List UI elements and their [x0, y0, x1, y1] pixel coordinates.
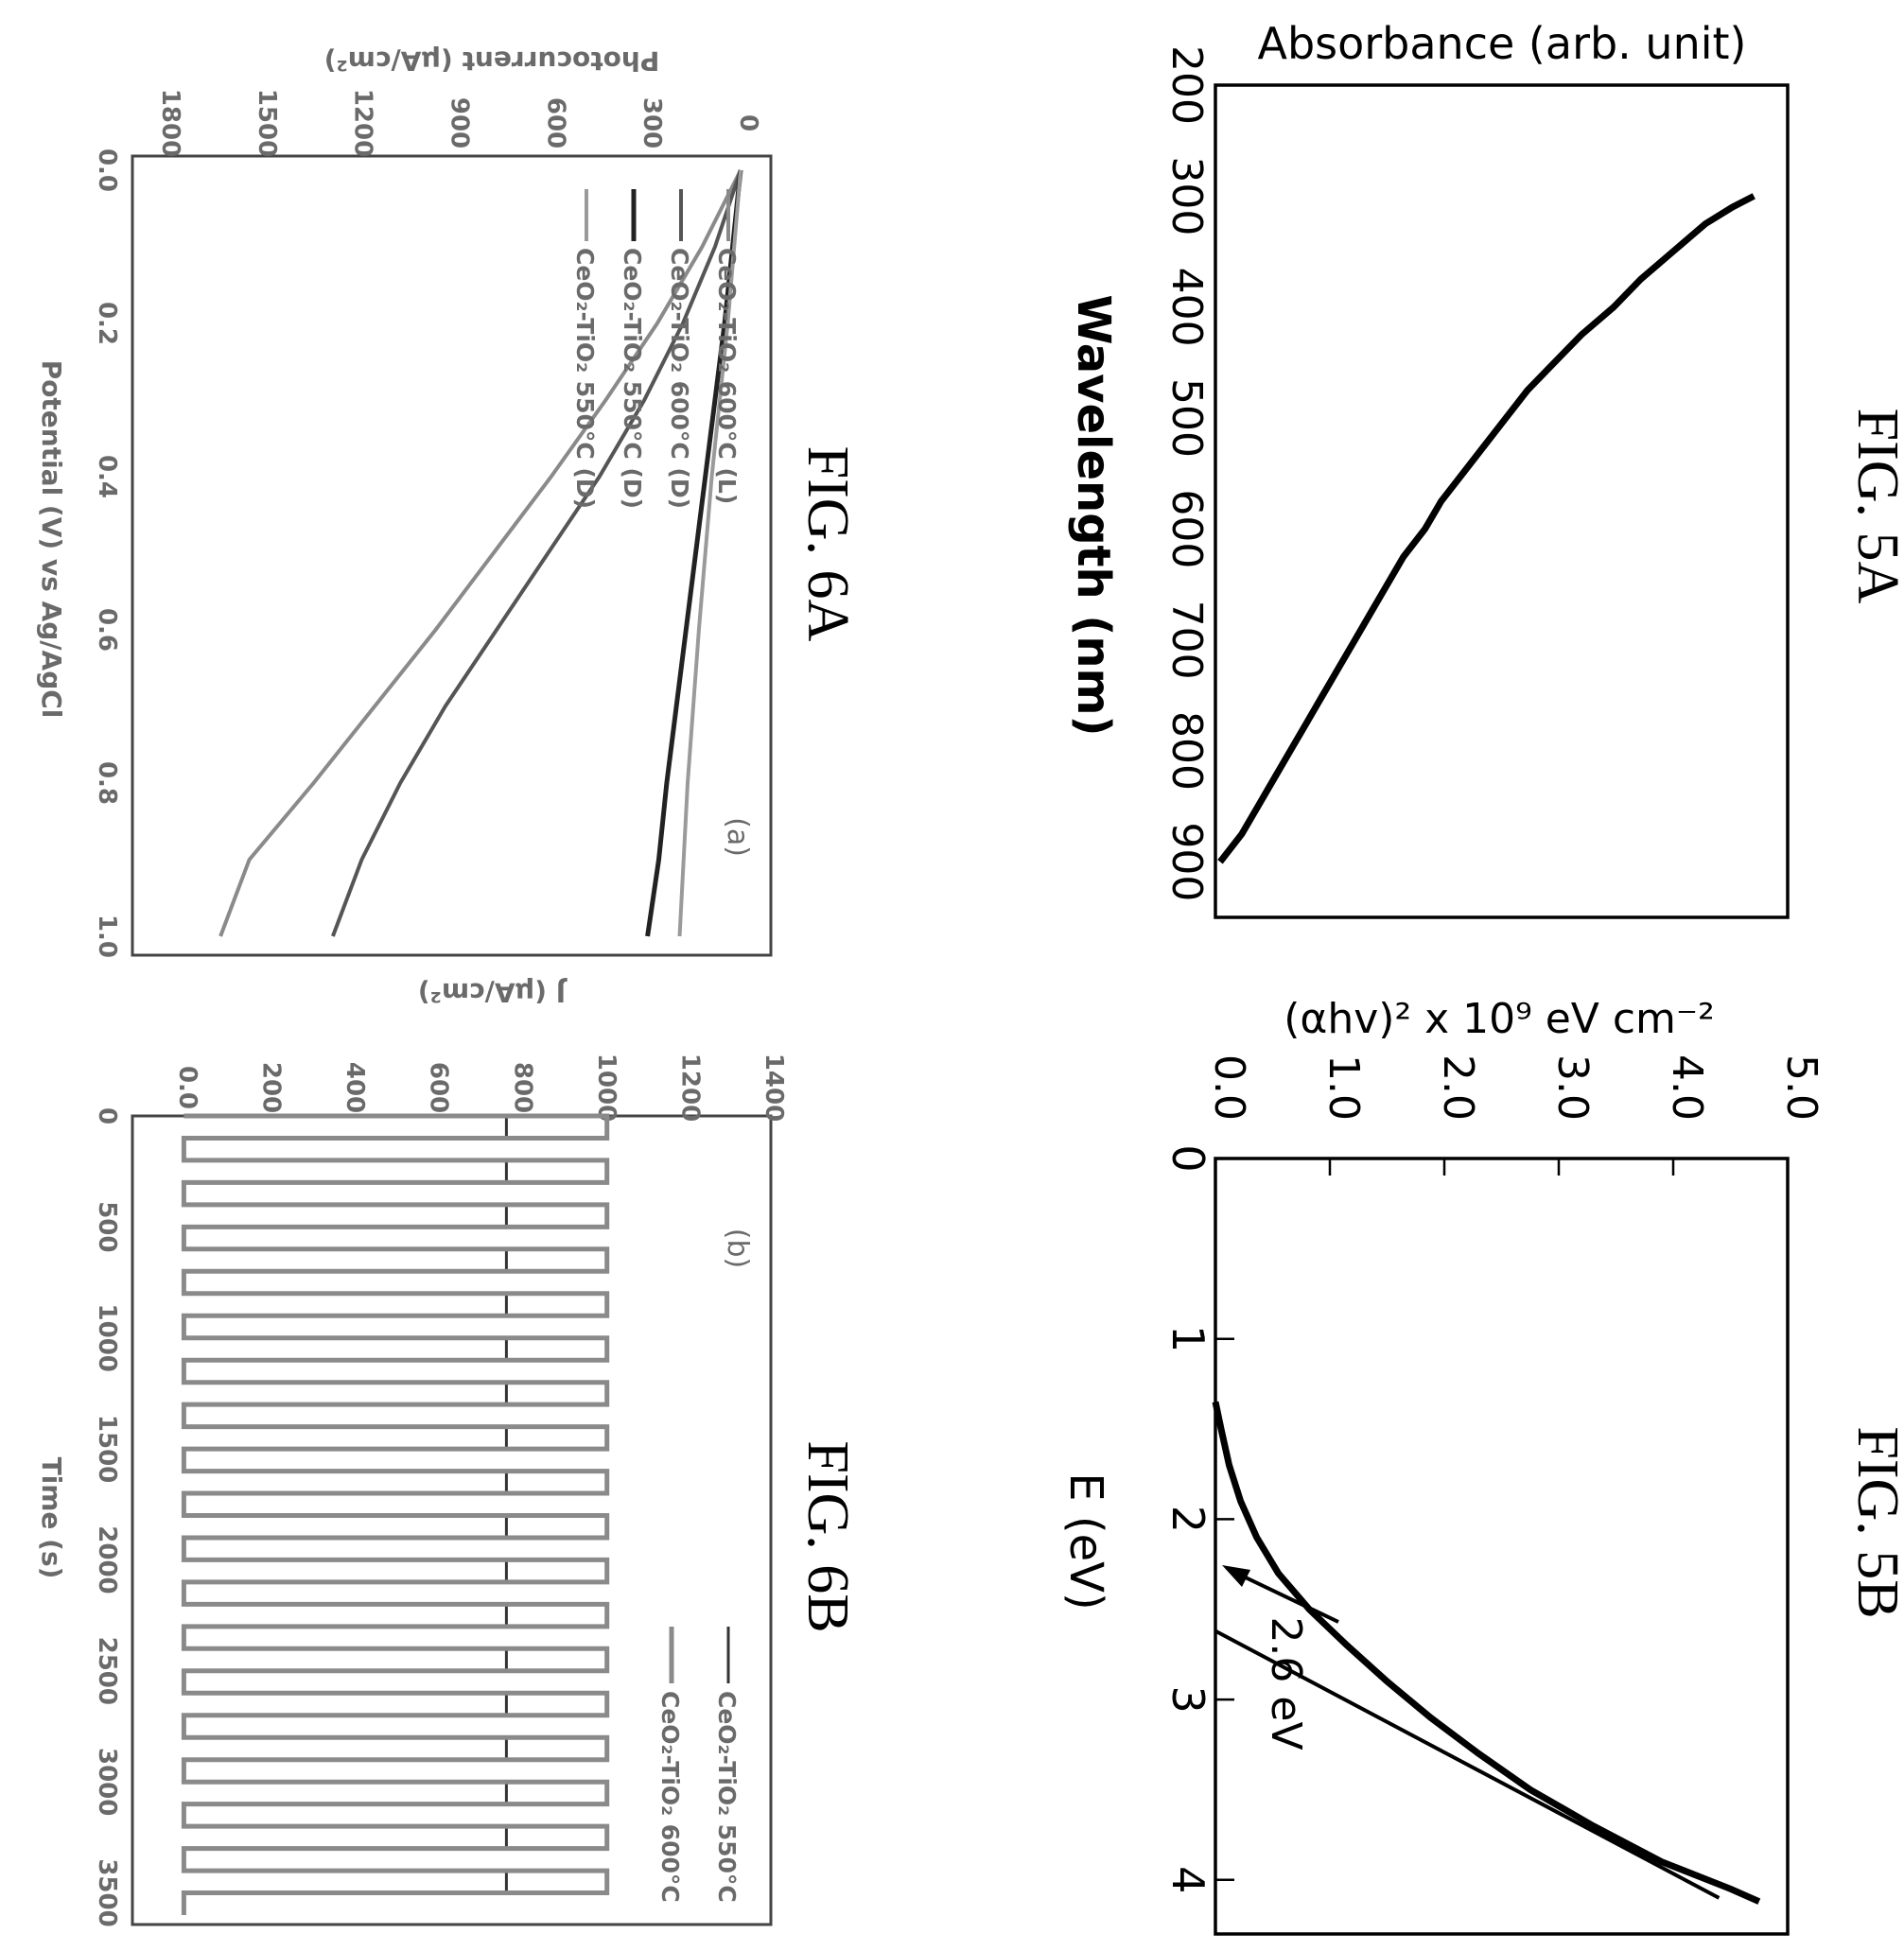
fig-5a-plot-frame — [1214, 83, 1790, 919]
fig-6b-caption: FIG. 6B — [795, 1440, 860, 1632]
fig-5a-absorbance-curve — [1217, 193, 1756, 864]
fig-6a-series-lines — [218, 169, 743, 937]
fig-5b-y-tick-label: 5.0 — [1777, 1054, 1825, 1121]
fig-5b-y-tick-label: 2.0 — [1434, 1054, 1482, 1121]
fig-5a-x-tick-label: 400 — [1162, 268, 1211, 347]
fig-6a-panel-label: (a) — [721, 817, 754, 857]
fig-6b-legend-label: CeO₂-TiO₂ 550°C — [713, 1691, 741, 1903]
fig-6b-y-tick-label: 1400 — [760, 1054, 788, 1122]
fig-5a-caption: FIG. 5A — [1845, 409, 1904, 604]
fig-6a-y-tick-label: 1500 — [253, 89, 281, 157]
fig-5b-x-tick-label: 2 — [1162, 1506, 1214, 1533]
fig-6b-ticks: 0 500 1000 1500 2000 2500 3000 3500 0.0 200 400 600… — [93, 1054, 788, 1927]
fig-5b-x-tick-label: 0 — [1162, 1144, 1214, 1172]
fig-5a-x-tick-label: 800 — [1162, 711, 1211, 791]
fig-6a-series-line — [677, 169, 742, 937]
fig-6a-x-tick-label: 0.6 — [93, 608, 121, 652]
fig-5b-y-tick-label: 1.0 — [1319, 1054, 1368, 1121]
fig-5a-x-tick-label: 700 — [1162, 601, 1211, 680]
fig-6a-legend-label: CeO₂-TiO₂ 600°C (D) — [666, 248, 693, 509]
fig-5b-x-tick-label: 1 — [1162, 1325, 1214, 1352]
fig-6a-xlabel: Potential (V) vs Ag/AgCl — [36, 360, 67, 719]
fig-6b-y-tick-label: 0.0 — [173, 1066, 201, 1109]
fig-6a-ylabel: Photocurrent (μA/cm²) — [324, 45, 660, 77]
fig-6a-x-tick-label: 1.0 — [93, 915, 121, 958]
fig-6b-ylabel: J (μA/cm²) — [418, 977, 568, 1008]
fig-6a-legend-label: CeO₂-TiO₂ 600°C (L) — [713, 248, 741, 504]
fig-5b-y-tick-label: 4.0 — [1663, 1054, 1711, 1121]
fig-6b-y-tick-label: 800 — [508, 1062, 536, 1113]
fig-5b-ylabel: (αhv)² x 10⁹ eV cm⁻² — [1284, 995, 1715, 1043]
fig-6a-plot-frame — [131, 154, 773, 957]
fig-6a-ticks: 0.0 0.2 0.4 0.6 0.8 1.0 0 300 600 900 1200 1500 1800 — [93, 89, 762, 958]
fig-6b-y-tick-label: 1200 — [675, 1054, 704, 1122]
fig-5b-y-tick-label: 3.0 — [1548, 1054, 1597, 1121]
fig-6b-x-tick-label: 2500 — [93, 1637, 121, 1705]
fig-5a-x-tick-label: 300 — [1162, 156, 1211, 235]
fig-5b-caption: FIG. 5B — [1845, 1426, 1904, 1618]
fig-6a-chart: FIG. 6A Photocurrent (μA/cm²) Potential … — [36, 45, 860, 958]
fig-5a-xlabel: Wavelength (nm) — [1067, 295, 1120, 737]
fig-6a-legend: CeO₂-TiO₂ 600°C (L) CeO₂-TiO₂ 600°C (D) Ce… — [571, 189, 741, 509]
fig-5a-x-tick-label: 600 — [1162, 489, 1211, 568]
fig-5a-x-ticks: 200 300 400 500 600 700 800 900 — [1162, 45, 1211, 901]
fig-6b-y-tick-label: 600 — [425, 1062, 453, 1113]
fig-5b-chart: FIG. 5B (αhv)² x 10⁹ eV cm⁻² E (eV) 0 1 2 3… — [1059, 995, 1904, 1936]
fig-6a-caption: FIG. 6A — [795, 446, 860, 642]
fig-6b-y-tick-label: 400 — [341, 1062, 369, 1113]
fig-5b-annotation: 2.6 eV — [1262, 1616, 1310, 1750]
fig-6b-x-tick-label: 500 — [93, 1201, 121, 1252]
fig-6b-series-lines — [181, 1113, 610, 1915]
fig-5a-ylabel: Absorbance (arb. unit) — [1257, 18, 1746, 69]
fig-6b-legend: CeO₂-TiO₂ 550°C CeO₂-TiO₂ 600°C — [656, 1627, 741, 1903]
fig-6b-x-tick-label: 1000 — [93, 1304, 121, 1372]
fig-6b-series-line — [181, 1113, 610, 1915]
fig-5a-x-tick-label: 900 — [1162, 822, 1211, 901]
fig-6a-y-tick-label: 1200 — [349, 89, 377, 157]
fig-6a-x-tick-label: 0.2 — [93, 302, 121, 345]
fig-6b-y-tick-label: 200 — [257, 1062, 286, 1113]
fig-5b-y-tick-label: 0.0 — [1205, 1054, 1253, 1121]
fig-5b-annotation-arrow — [1229, 1568, 1339, 1624]
fig-5a-x-tick-label: 200 — [1162, 45, 1211, 125]
fig-6b-legend-label: CeO₂-TiO₂ 600°C — [656, 1691, 684, 1903]
fig-6b-x-tick-label: 3500 — [93, 1858, 121, 1926]
fig-5b-arrow-head — [1222, 1565, 1250, 1587]
fig-6a-legend-label: CeO₂-TiO₂ 550°C (D) — [619, 248, 646, 509]
fig-6a-series-line — [218, 169, 742, 937]
fig-5b-ticks: 0 1 2 3 4 0.0 1.0 2.0 3.0 4.0 5.0 — [1162, 1054, 1825, 1893]
fig-6b-x-tick-label: 0 — [93, 1107, 121, 1124]
fig-6a-y-tick-label: 300 — [638, 97, 666, 148]
fig-5b-plot-frame — [1214, 1157, 1790, 1936]
fig-6a-x-tick-label: 0.8 — [93, 761, 121, 805]
fig-5a-x-tick-label: 500 — [1162, 378, 1211, 458]
fig-5b-x-tick-label: 4 — [1162, 1866, 1214, 1893]
fig-6a-x-tick-label: 0.4 — [93, 455, 121, 498]
fig-6a-series-line — [331, 169, 742, 937]
fig-5b-x-tick-label: 3 — [1162, 1685, 1214, 1713]
fig-6a-y-tick-label: 900 — [445, 97, 474, 148]
fig-6a-y-tick-label: 0 — [734, 114, 762, 131]
fig-6a-x-tick-label: 0.0 — [93, 148, 121, 192]
fig-6a-y-tick-label: 1800 — [156, 89, 184, 157]
fig-5a-chart: FIG. 5A Absorbance (arb. unit) Wavelengt… — [1067, 18, 1904, 919]
fig-6b-x-tick-label: 2000 — [93, 1525, 121, 1594]
fig-6b-x-tick-label: 1500 — [93, 1415, 121, 1483]
fig-6a-series-line — [645, 169, 743, 937]
fig-6b-panel-label: (b) — [721, 1228, 754, 1268]
fig-6a-legend-label: CeO₂-TiO₂ 550°C (D) — [571, 248, 599, 509]
fig-6b-y-tick-label: 1000 — [592, 1054, 620, 1122]
fig-5b-linear-fit — [1214, 1629, 1721, 1900]
fig-6b-chart: FIG. 6B J (μA/cm²) Time (s) (b) 0 500 1000… — [36, 977, 860, 1927]
fig-6b-x-tick-label: 3000 — [93, 1748, 121, 1816]
fig-6a-y-tick-label: 600 — [541, 97, 569, 148]
fig-5b-tauc-curve — [1212, 1401, 1761, 1905]
fig-5b-xlabel: E (eV) — [1059, 1472, 1112, 1610]
fig-6b-xlabel: Time (s) — [36, 1457, 67, 1579]
